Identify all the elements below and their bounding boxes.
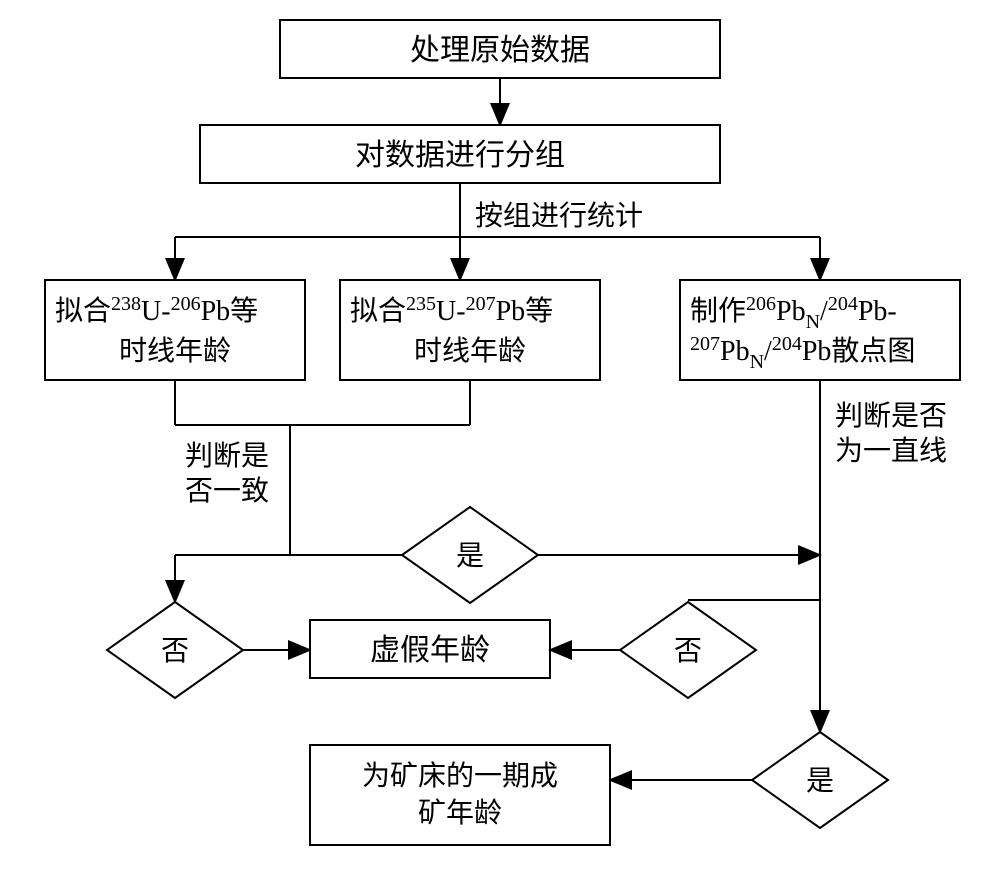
node-fit-235u-207pb-line1: 拟合235U-207Pb等: [350, 293, 553, 327]
edge-label-straightline-2: 为一直线: [835, 435, 947, 467]
node-fit-238u-206pb-line1: 拟合238U-206Pb等: [55, 293, 258, 327]
node-group-data-label: 对数据进行分组: [355, 139, 565, 172]
edge-label-straightline-1: 判断是否: [835, 400, 947, 432]
diamond-consistent-yes-label: 是: [456, 541, 484, 572]
edge-label-consistent-1: 判断是: [185, 440, 269, 472]
edge-label-group-stats: 按组进行统计: [475, 200, 643, 232]
node-fit-238u-206pb-line2: 时线年龄: [119, 335, 231, 367]
node-false-age-label: 虚假年龄: [370, 634, 490, 667]
flowchart: 处理原始数据 对数据进行分组 按组进行统计 拟合238U-206Pb等 时线年龄…: [0, 0, 1000, 878]
diamond-line-no-label: 否: [674, 636, 702, 667]
node-ore-age-line2: 矿年龄: [418, 797, 502, 829]
edge-label-consistent-2: 否一致: [185, 475, 269, 507]
diamond-line-yes-label: 是: [806, 766, 834, 797]
node-ore-age: [310, 745, 610, 845]
node-process-raw-data-label: 处理原始数据: [410, 34, 590, 67]
node-ore-age-line1: 为矿床的一期成: [362, 760, 558, 792]
diamond-consistent-no-label: 否: [161, 636, 189, 667]
node-fit-235u-207pb-line2: 时线年龄: [414, 335, 526, 367]
